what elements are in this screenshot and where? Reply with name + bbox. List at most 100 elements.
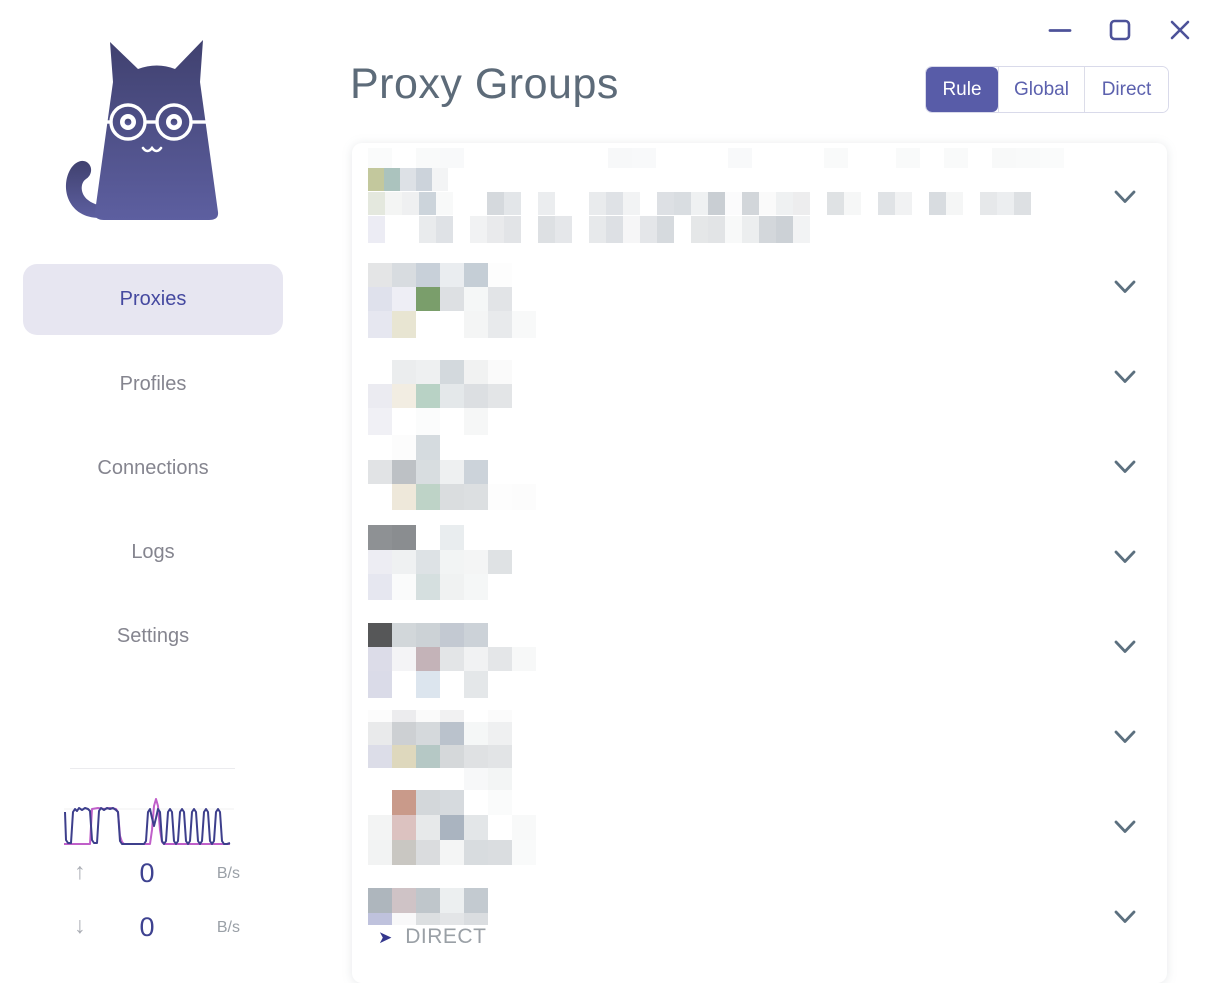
censored-pixel-block	[657, 216, 674, 243]
censored-pixel-block	[440, 360, 464, 384]
censored-pixel-block	[657, 192, 674, 215]
censored-mosaic-row	[368, 647, 536, 671]
censored-pixel-block	[436, 192, 453, 215]
censored-pixel-block	[440, 460, 464, 484]
censored-pixel-block	[464, 550, 488, 574]
censored-pixel-block	[464, 815, 488, 840]
censored-pixel-block	[512, 311, 536, 338]
chevron-down-icon[interactable]	[1114, 550, 1136, 570]
censored-mosaic-row	[368, 311, 536, 338]
upload-stat-row: ↑ 0 B/s	[60, 858, 240, 888]
mode-button-direct[interactable]: Direct	[1084, 67, 1168, 112]
censored-pixel-block	[392, 360, 416, 384]
direct-proxy-label: DIRECT	[405, 925, 487, 948]
censored-pixel-block	[416, 913, 440, 925]
censored-pixel-block	[487, 216, 504, 243]
censored-pixel-block	[793, 216, 810, 243]
sidebar-item-label: Logs	[131, 540, 175, 563]
censored-pixel-block	[680, 148, 704, 168]
censored-mosaic-row	[368, 768, 512, 790]
download-value: 0	[139, 912, 155, 942]
censored-pixel-block	[368, 888, 392, 913]
censored-pixel-block	[432, 168, 448, 191]
sidebar-item-connections[interactable]: Connections	[23, 438, 283, 498]
censored-pixel-block	[728, 148, 752, 168]
censored-pixel-block	[488, 263, 512, 287]
censored-pixel-block	[440, 484, 464, 510]
censored-pixel-block	[440, 888, 464, 913]
chevron-down-icon[interactable]	[1114, 190, 1136, 210]
censored-pixel-block	[384, 168, 400, 191]
censored-mosaic-row	[368, 408, 488, 435]
censored-pixel-block	[440, 263, 464, 287]
censored-pixel-block	[368, 216, 385, 243]
censored-mosaic-row	[368, 384, 512, 408]
censored-pixel-block	[368, 745, 392, 768]
censored-pixel-block	[440, 525, 464, 550]
censored-pixel-block	[912, 192, 929, 215]
censored-pixel-block	[752, 148, 776, 168]
censored-pixel-block	[488, 815, 512, 840]
chevron-down-icon[interactable]	[1114, 280, 1136, 300]
censored-pixel-block	[464, 574, 488, 600]
censored-pixel-block	[368, 168, 384, 191]
upload-arrow-icon: ↑	[74, 858, 86, 884]
censored-pixel-block	[453, 216, 470, 243]
censored-pixel-block	[920, 148, 944, 168]
censored-pixel-block	[416, 484, 440, 510]
chevron-down-icon[interactable]	[1114, 820, 1136, 840]
upload-line	[64, 807, 231, 845]
censored-pixel-block	[878, 192, 895, 215]
censored-pixel-block	[776, 148, 800, 168]
censored-mosaic-row	[368, 360, 512, 384]
selected-proxy-arrow-icon: ➤	[378, 927, 393, 947]
censored-pixel-block	[827, 192, 844, 215]
close-button[interactable]	[1168, 18, 1192, 42]
censored-pixel-block	[440, 745, 464, 768]
sidebar-item-profiles[interactable]: Profiles	[23, 354, 283, 414]
maximize-button[interactable]	[1108, 18, 1132, 42]
censored-pixel-block	[392, 287, 416, 311]
sidebar-item-settings[interactable]: Settings	[23, 606, 283, 666]
chevron-down-icon[interactable]	[1114, 460, 1136, 480]
censored-pixel-block	[640, 192, 657, 215]
maximize-icon	[1109, 19, 1131, 41]
upload-value: 0	[139, 858, 155, 888]
chevron-down-icon[interactable]	[1114, 910, 1136, 930]
censored-pixel-block	[416, 790, 440, 815]
censored-mosaic-row	[368, 710, 512, 722]
sidebar-item-label: Connections	[97, 456, 209, 479]
censored-pixel-block	[416, 148, 440, 168]
close-icon	[1170, 20, 1190, 40]
censored-pixel-block	[487, 192, 504, 215]
censored-pixel-block	[674, 216, 691, 243]
censored-pixel-block	[929, 192, 946, 215]
censored-pixel-block	[488, 710, 512, 722]
sidebar-item-label: Profiles	[119, 372, 187, 395]
sidebar-item-logs[interactable]: Logs	[23, 522, 283, 582]
chevron-down-icon[interactable]	[1114, 730, 1136, 750]
censored-pixel-block	[584, 148, 608, 168]
sidebar-item-proxies[interactable]: Proxies	[23, 264, 283, 335]
mode-button-global[interactable]: Global	[998, 67, 1084, 112]
censored-mosaic-row	[368, 913, 488, 925]
censored-pixel-block	[464, 263, 488, 287]
proxy-node-direct[interactable]: ➤ DIRECT	[378, 925, 486, 949]
proxy-groups-card: ➤ DIRECT	[352, 143, 1167, 983]
chevron-down-icon[interactable]	[1114, 370, 1136, 390]
censored-pixel-block	[488, 722, 512, 745]
chevron-down-icon[interactable]	[1114, 640, 1136, 660]
minimize-button[interactable]	[1048, 18, 1072, 42]
censored-pixel-block	[392, 148, 416, 168]
censored-pixel-block	[844, 192, 861, 215]
censored-pixel-block	[392, 435, 416, 460]
censored-mosaic-row	[368, 168, 448, 191]
mode-button-rule[interactable]: Rule	[926, 67, 998, 112]
censored-pixel-block	[440, 287, 464, 311]
censored-mosaic-row	[368, 460, 488, 484]
censored-pixel-block	[440, 768, 464, 790]
censored-pixel-block	[704, 148, 728, 168]
censored-pixel-block	[895, 192, 912, 215]
censored-pixel-block	[368, 671, 392, 698]
censored-pixel-block	[464, 484, 488, 510]
